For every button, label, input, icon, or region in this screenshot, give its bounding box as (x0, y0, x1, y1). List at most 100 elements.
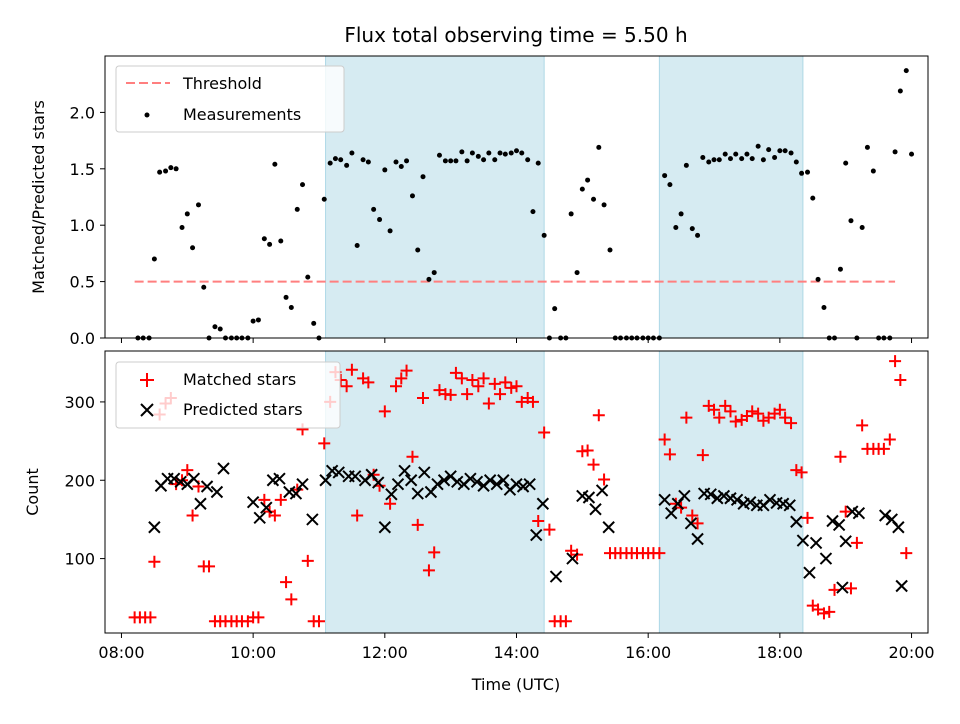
measurements-point (371, 206, 377, 212)
threshold-legend-label: Threshold (182, 74, 262, 93)
measurements-point (497, 150, 503, 156)
measurements-point (574, 270, 580, 276)
measurements-point (541, 232, 547, 238)
matched-stars-point (472, 380, 485, 393)
measurements-point (689, 226, 695, 232)
bot-x-tick-label: 10:00 (230, 643, 276, 662)
predicted-stars-point (167, 472, 181, 485)
matched-stars-point (680, 411, 693, 424)
measurements-point (184, 211, 190, 217)
measurements-point (568, 211, 574, 217)
matched-stars-point (823, 605, 836, 618)
measurements-point (321, 196, 327, 202)
matched-stars-point (653, 547, 666, 560)
measurements-point (706, 159, 712, 165)
matched-stars-point (658, 433, 671, 446)
measurements-point (327, 160, 333, 166)
predicted-stars-point (595, 484, 609, 497)
predicted-stars-point (200, 480, 214, 493)
matched-stars-point (400, 364, 413, 377)
predicted-stars-point (210, 485, 224, 499)
measurements-legend-label: Measurements (183, 105, 301, 124)
matched-stars-point (719, 399, 732, 412)
matched-stars-point (839, 505, 852, 518)
matched-stars-point (543, 523, 556, 536)
predicted-stars-point (174, 475, 187, 489)
measurements-point (288, 305, 294, 311)
measurements-point (716, 157, 722, 163)
measurements-point (382, 167, 388, 173)
matched-stars-point (461, 388, 474, 401)
predicted-stars-point (398, 464, 411, 478)
measurements-point (749, 156, 755, 162)
predicted-stars-point (516, 480, 530, 493)
top-y-tick-label: 1.5 (70, 160, 95, 179)
bot-x-tick-label: 14:00 (493, 643, 539, 662)
matched-stars-point (428, 546, 441, 559)
measurements-point (426, 276, 432, 282)
matched-stars-point (850, 536, 863, 549)
measurements-point (311, 320, 317, 326)
predicted-stars-point (497, 474, 510, 487)
matched-legend-swatch (140, 373, 154, 387)
top-x-ticks (120, 338, 913, 343)
measurements-point (469, 150, 475, 156)
matched-stars-point (488, 377, 501, 390)
predicted-stars-point (510, 477, 523, 491)
matched-stars-point (581, 444, 594, 457)
predicted-stars-point (260, 501, 273, 514)
measurements-point (459, 149, 465, 155)
measurements-point (870, 168, 876, 174)
matched-stars-point (280, 576, 293, 589)
matched-stars-point (900, 547, 913, 560)
measurements-point (810, 195, 816, 201)
predicted-stars-point (711, 492, 724, 505)
top-shaded-interval-1 (325, 55, 545, 339)
matched-stars-point (395, 372, 408, 385)
measurements-point (727, 156, 733, 162)
bottom-count-points (128, 355, 913, 628)
measurements-point (711, 157, 717, 163)
measurements-point (344, 162, 350, 168)
measurements-point (151, 256, 157, 262)
measurements-point (492, 157, 498, 163)
predicted-stars-point (826, 514, 839, 528)
predicted-stars-point (895, 579, 908, 593)
top-y-ticks: 0.0 0.5 1.0 1.5 2.0 (70, 103, 105, 348)
bottom-shaded-intervals (325, 350, 804, 634)
predicted-stars-point (253, 511, 266, 525)
measurements-point (837, 266, 843, 272)
measurements-point (157, 169, 163, 175)
matched-stars-point (285, 593, 298, 606)
measurements-point (267, 241, 273, 247)
matched-stars-point (532, 514, 545, 527)
measurements-point (508, 150, 514, 156)
measurements-point (349, 150, 355, 156)
matched-stars-point (186, 509, 199, 522)
matched-stars-point (345, 363, 358, 376)
predicted-stars-point (404, 474, 418, 487)
predicted-stars-point (437, 474, 451, 487)
predicted-legend-label: Predicted stars (183, 400, 303, 419)
matched-stars-point (268, 509, 281, 522)
measurements-point (552, 306, 558, 312)
matched-stars-point (362, 376, 375, 389)
matched-stars-point (252, 611, 265, 624)
top-shaded-intervals (325, 55, 804, 339)
matched-stars-point (696, 449, 709, 462)
measurements-point (821, 305, 827, 311)
top-y-tick-label: 1.0 (70, 216, 95, 235)
measurements-point (777, 148, 783, 154)
top-legend: Threshold Measurements (115, 65, 345, 133)
predicted-stars-point (809, 536, 823, 550)
matched-stars-point (779, 411, 792, 424)
matched-stars-point (801, 511, 814, 524)
bot-y-tick-label: 100 (64, 550, 95, 569)
predicted-stars-point (582, 491, 596, 504)
predicted-stars-point (306, 513, 319, 526)
measurements-point (695, 232, 701, 238)
predicted-stars-point (665, 506, 678, 520)
bot-shaded-interval-2 (658, 350, 804, 634)
measurements-point (892, 149, 898, 155)
